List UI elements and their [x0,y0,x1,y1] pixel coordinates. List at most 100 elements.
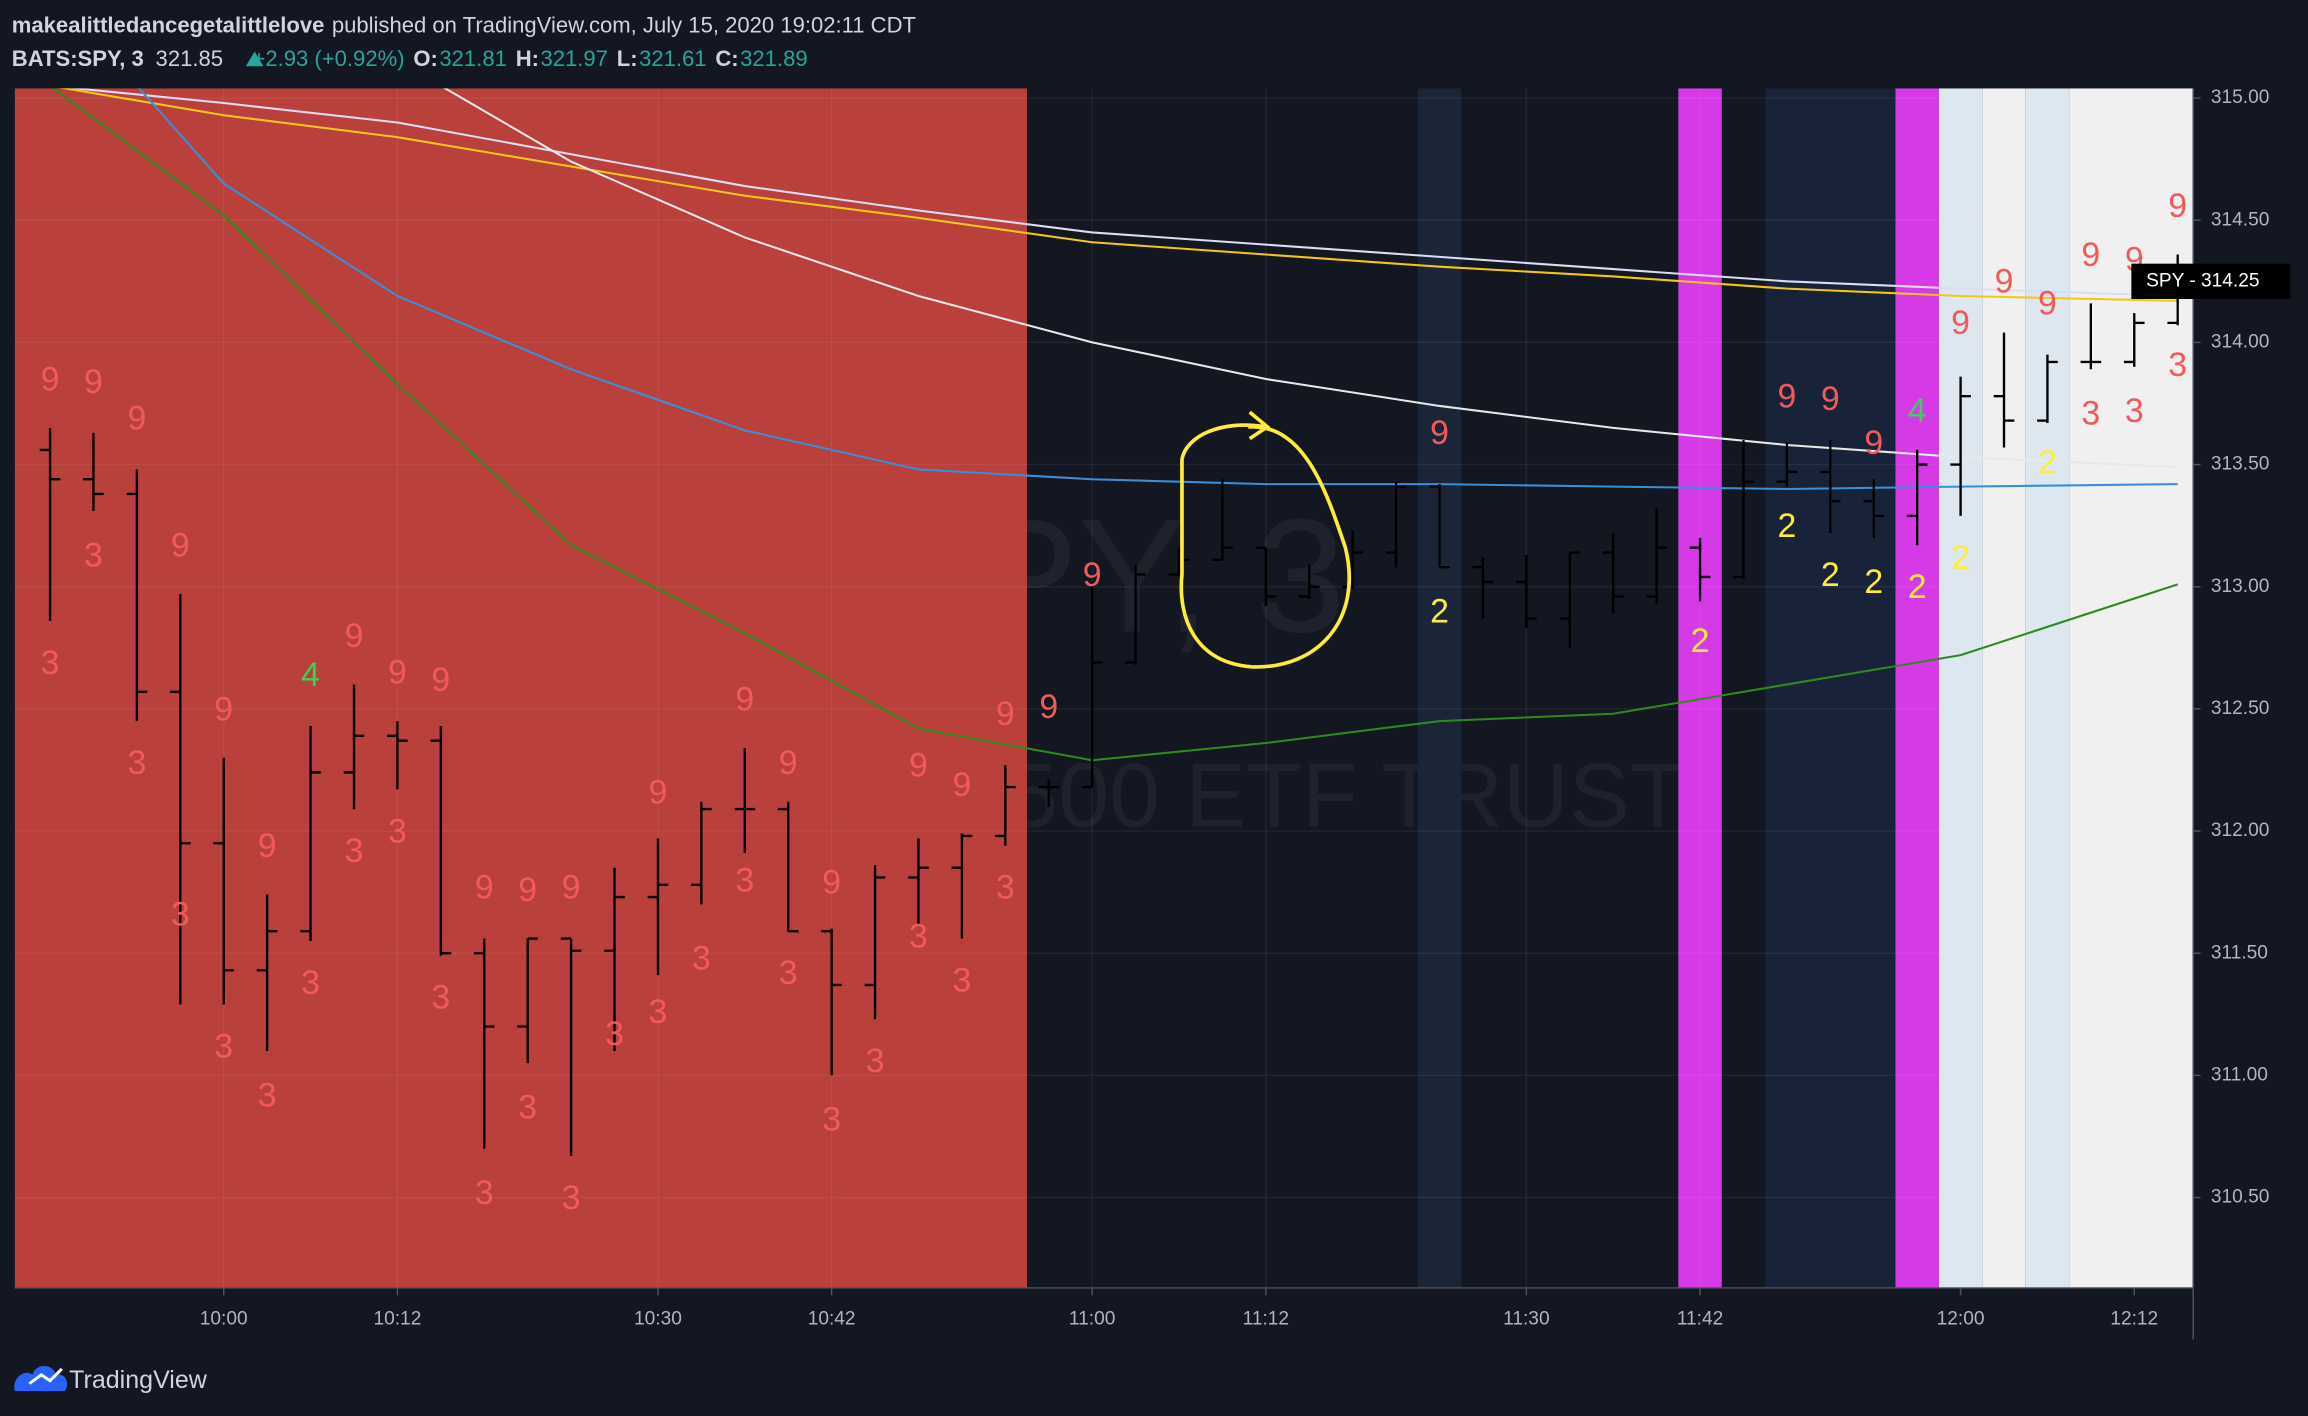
axes: 310.50 311.00 311.50 312.00 312.50 313.00 313.… [200,87,2291,1330]
count-label: 9 [1821,380,1840,418]
session-band [1895,88,1939,1288]
close: 321.89 [740,46,807,71]
price-tag: SPY - 314.25 [2146,270,2259,291]
count-label: 3 [649,993,668,1031]
count-label: 9 [1083,556,1102,594]
count-label: 9 [171,527,190,565]
moving-average [58,88,2178,302]
count-label: 9 [1039,688,1058,726]
count-label: 9 [214,690,233,728]
count-label: 2 [1777,507,1796,545]
count-label: 3 [866,1042,885,1080]
count-label: 9 [996,695,1015,733]
count-label: 9 [735,681,754,719]
count-label: 9 [1777,378,1796,416]
count-label: 9 [518,871,537,909]
count-label: 4 [1908,392,1927,430]
y-tick-label: 314.00 [2211,331,2270,352]
count-label: 3 [692,939,711,977]
count-label: 9 [779,744,798,782]
count-label: 3 [84,536,103,574]
x-tick-label: 11:30 [1503,1309,1549,1330]
moving-average [64,88,2178,298]
close-label: C: [715,46,738,71]
count-label: 3 [431,979,450,1017]
count-label: 3 [345,832,364,870]
y-tick-label: 310.50 [2211,1187,2270,1208]
count-label: 9 [431,661,450,699]
count-label: 9 [952,766,971,804]
count-label: 9 [475,869,494,907]
count-label: 9 [127,400,146,438]
count-label: 2 [1691,622,1710,660]
published: published on TradingView.com, July 15, 2… [332,12,916,37]
count-label: 9 [822,864,841,902]
count-label: 9 [1430,414,1449,452]
count-label: 3 [2168,346,2187,384]
count-label: 3 [41,644,60,682]
count-label: 9 [649,773,668,811]
y-tick-label: 315.00 [2211,87,2270,108]
count-label: 2 [1908,568,1927,606]
x-tick-label: 10:12 [373,1309,421,1330]
count-label: 9 [2081,236,2100,274]
count-label: 3 [952,961,971,999]
count-label: 3 [214,1027,233,1065]
count-label: 3 [388,812,407,850]
session-band [1678,88,1722,1288]
y-tick-label: 313.00 [2211,576,2270,597]
x-tick-label: 11:00 [1069,1309,1115,1330]
logo-line [28,1367,63,1385]
y-tick-label: 312.50 [2211,698,2270,719]
count-label: 2 [2038,444,2057,482]
open-label: O: [413,46,438,71]
up-arrow [245,51,264,67]
count-label: 9 [345,617,364,655]
high-label: H: [516,46,539,71]
count-label: 3 [518,1089,537,1127]
session-band [14,88,1028,1288]
count-label: 3 [909,917,928,955]
y-tick-label: 311.50 [2211,942,2268,963]
count-label: 9 [909,746,928,784]
count-label: 9 [84,363,103,401]
count-label: 4 [301,656,320,694]
x-tick-label: 11:42 [1677,1309,1723,1330]
logo-cloud [14,1365,68,1391]
session-band [1982,88,2026,1288]
x-tick-label: 12:12 [2110,1309,2158,1330]
count-label: 9 [388,654,407,692]
count-label: 9 [562,869,581,907]
count-label: 9 [2168,187,2187,225]
count-label: 3 [2125,392,2144,430]
symbol-line: BATS:SPY, 3 321.85 +2.93 (+0.92%) O:321.81 H… [12,46,808,71]
x-tick-label: 12:00 [1937,1309,1985,1330]
count-label: 2 [1430,593,1449,631]
hand-drawn-arrow [1248,410,1271,441]
moving-average [137,88,2178,491]
count-label: 3 [735,861,754,899]
count-label: 2 [1864,563,1883,601]
logo [14,1365,68,1391]
count-label: 9 [258,827,277,865]
count-label: 9 [1995,263,2014,301]
count-label: 3 [171,896,190,934]
symbol: BATS:SPY, 3 [12,46,144,71]
y-tick-label: 311.00 [2211,1064,2268,1085]
session-band [1765,88,1896,1288]
count-label: 3 [301,964,320,1002]
x-tick-label: 10:30 [634,1309,682,1330]
x-tick-label: 10:42 [808,1309,856,1330]
author: makealittledancegetalittlelove [12,12,325,37]
count-label: 3 [822,1101,841,1139]
last-price: 321.85 [156,46,223,71]
x-tick-label: 11:12 [1243,1309,1289,1330]
y-tick-label: 312.00 [2211,820,2270,841]
session-band [2025,88,2070,1288]
count-label: 3 [127,744,146,782]
moving-average [443,88,2178,469]
count-label: 9 [1951,304,1970,342]
change: +2.93 (+0.92%) [252,46,404,71]
